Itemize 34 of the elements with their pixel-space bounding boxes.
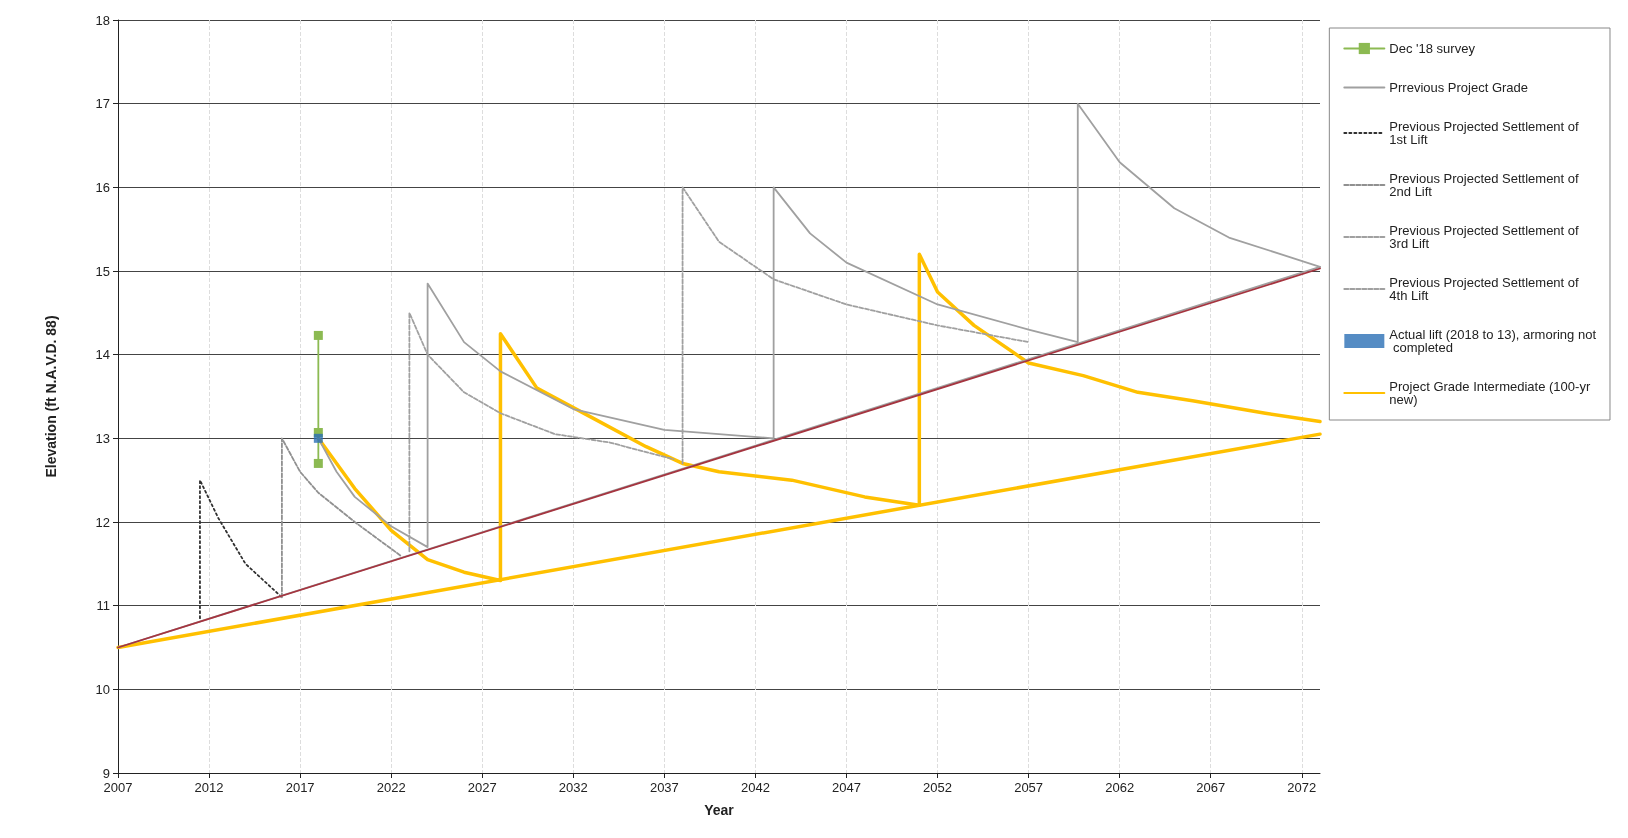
x-tick-label: 2007	[103, 780, 133, 795]
x-tick-label: 2047	[832, 780, 861, 795]
y-tick-label: 14	[95, 347, 110, 363]
legend-label: Prrevious Project Grade	[1389, 80, 1529, 95]
y-tick-label: 16	[95, 179, 110, 195]
x-tick-label: 2042	[740, 780, 770, 795]
x-tick-label: 2017	[285, 780, 315, 795]
x-tick-label: 2027	[467, 780, 497, 795]
x-tick-label: 2052	[923, 780, 953, 795]
legend-label: Actual lift (2018 to 13), armoring not completed	[1389, 327, 1597, 355]
y-tick-label: 11	[96, 598, 110, 614]
legend-label: Dec '18 survey	[1389, 41, 1476, 56]
y-tick-label: 15	[95, 263, 110, 279]
x-tick-label: 2037	[649, 780, 679, 795]
x-tick-label: 2012	[194, 780, 224, 795]
y-tick-label: 18	[95, 12, 110, 28]
x-axis-title: Year	[704, 802, 735, 818]
legend-label: Project Grade Intermediate (100-yr new)	[1389, 379, 1594, 407]
x-tick-label: 2072	[1287, 780, 1317, 795]
x-tick-label: 2032	[558, 780, 588, 795]
y-tick-label: 9	[102, 765, 110, 781]
legend-label: Previous Projected Settlement of 4th Lift	[1389, 275, 1583, 303]
x-tick-label: 2062	[1105, 780, 1135, 795]
y-axis-title: Elevation (ft N.A.V.D. 88)	[43, 315, 59, 478]
y-tick-label: 10	[95, 681, 110, 697]
x-tick-label: 2022	[376, 780, 406, 795]
y-tick-label: 12	[95, 514, 110, 530]
y-tick-label: 17	[95, 96, 110, 112]
x-tick-label: 2057	[1014, 780, 1044, 795]
legend-label: Previous Projected Settlement of 2nd Lift	[1389, 171, 1583, 199]
x-tick-label: 2067	[1196, 780, 1226, 795]
legend-label: Previous Projected Settlement of 3rd Lift	[1389, 223, 1583, 251]
y-tick-label: 13	[95, 430, 110, 446]
legend-label: Previous Projected Settlement of 1st Lift	[1389, 119, 1583, 147]
